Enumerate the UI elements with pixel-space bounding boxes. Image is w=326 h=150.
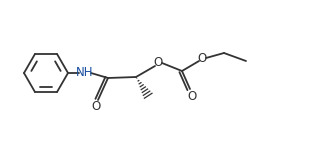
Text: O: O (153, 57, 163, 69)
Text: O: O (187, 90, 197, 102)
Text: O: O (91, 100, 101, 114)
Text: NH: NH (76, 66, 94, 80)
Text: O: O (197, 51, 207, 64)
